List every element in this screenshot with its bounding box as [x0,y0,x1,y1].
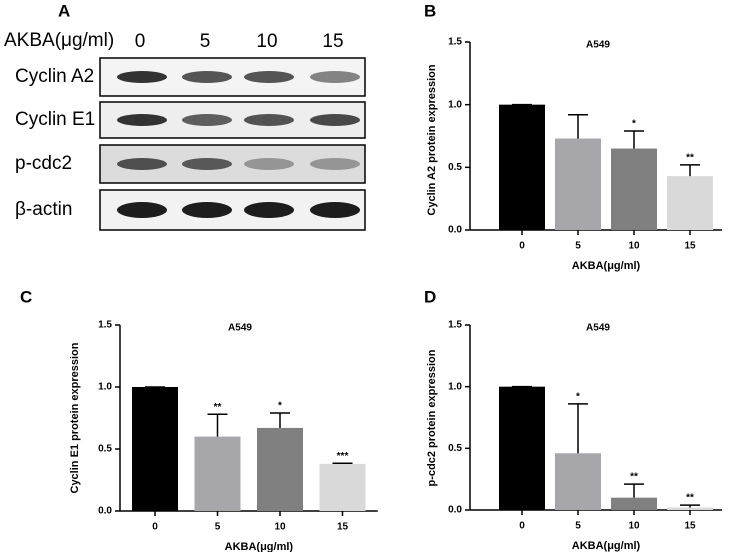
band [182,158,232,170]
chart-title: A549 [586,40,610,51]
x-tick-label: 15 [684,521,696,532]
panel-label: D [424,287,436,306]
bar [667,176,713,230]
band [310,202,360,218]
significance: *** [337,451,349,462]
band [244,71,294,83]
bar [257,427,303,511]
band [117,202,167,218]
y-axis-label: p-cdc2 protein expression [426,349,438,486]
row-label: Cyclin A2 [15,66,94,87]
significance: * [576,392,580,403]
band [244,202,294,218]
bar [194,436,241,511]
band [117,158,167,170]
x-tick-label: 10 [628,521,640,532]
x-tick-label: 0 [519,241,525,252]
y-tick-label: 1.5 [448,37,462,48]
dose-label: 10 [256,31,277,52]
bar [499,386,545,510]
band [310,114,360,126]
panel-label: A [58,1,70,20]
bar [667,507,713,510]
y-tick-label: 0.0 [448,225,462,236]
significance: ** [214,402,222,413]
y-tick-label: 0.0 [448,505,462,516]
y-tick-label: 0.5 [448,162,462,173]
band [182,114,232,126]
panel-label: C [20,287,32,306]
chart-title: A549 [586,323,610,334]
significance: ** [630,472,638,483]
x-tick-label: 5 [215,522,221,533]
bar [132,387,178,511]
x-axis-label: AKBA(μg/ml) [572,540,641,552]
row-label: β-actin [15,199,72,220]
x-axis-label: AKBA(μg/ml) [572,260,641,272]
y-tick-label: 1.0 [98,382,112,393]
y-tick-label: 1.5 [98,320,112,331]
x-tick-label: 15 [337,522,349,533]
x-tick-label: 0 [519,521,525,532]
y-tick-label: 0.5 [98,444,112,455]
y-tick-label: 1.0 [448,381,462,392]
band [244,158,294,170]
x-tick-label: 10 [628,241,640,252]
band [182,71,232,83]
bar [611,497,657,510]
y-axis-label: Cyclin E1 protein expression [69,342,81,493]
band [244,114,294,126]
x-tick-label: 0 [152,522,158,533]
y-tick-label: 1.0 [448,99,462,110]
x-axis-label: AKBA(μg/ml) [225,541,294,552]
y-tick-label: 1.5 [448,320,462,331]
x-tick-label: 5 [575,521,581,532]
treatment-label: AKBA(μg/ml) [4,30,114,51]
significance: * [632,119,636,130]
significance: ** [686,493,694,504]
x-tick-label: 15 [684,241,696,252]
dose-label: 15 [322,31,343,52]
dose-label: 5 [200,31,211,52]
chart-title: A549 [228,323,252,334]
x-tick-label: 5 [575,241,581,252]
band [182,202,232,218]
bar [319,463,366,511]
band [310,158,360,170]
significance: * [278,401,282,412]
y-axis-label: Cyclin A2 protein expression [426,64,438,215]
significance: ** [686,152,694,163]
y-tick-label: 0.0 [98,506,112,517]
row-label: p-cdc2 [15,153,72,174]
bar [555,138,601,230]
dose-label: 0 [135,31,146,52]
panel-label: B [424,1,436,20]
band [310,71,360,83]
row-label: Cyclin E1 [15,109,95,130]
bar [611,148,657,230]
band [117,71,167,83]
band [117,114,167,126]
y-tick-label: 0.5 [448,443,462,454]
x-tick-label: 10 [274,522,286,533]
bar [555,453,601,510]
bar [499,104,545,230]
